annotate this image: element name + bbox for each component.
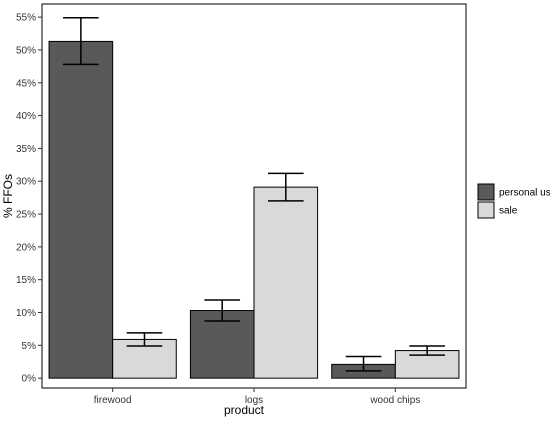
- legend: personal use sale: [477, 183, 550, 219]
- bar-personal-use-logs: [189, 310, 255, 379]
- y-tick-label: 35%: [16, 144, 36, 155]
- x-axis-title: product: [224, 403, 265, 417]
- bar-sale-firewood: [112, 338, 177, 379]
- x-axis: firewood logs wood chips: [94, 388, 420, 406]
- legend-label: sale: [499, 206, 518, 217]
- bar-sale-logs: [253, 186, 319, 379]
- y-tick-label: 5%: [22, 341, 37, 352]
- y-tick-label: 45%: [16, 78, 36, 89]
- y-axis: 0% 5% 10% 15% 20% 25% 30% 35% 40% 45% 50% 55%: [16, 13, 42, 385]
- legend-key-personal-use: [477, 183, 495, 201]
- y-tick-label: 40%: [16, 111, 36, 122]
- legend-label: personal use: [499, 188, 550, 199]
- y-tick-label: 0%: [22, 374, 37, 385]
- error-bars-layer: [63, 17, 445, 372]
- y-tick-label: 15%: [16, 275, 36, 286]
- y-tick-label: 10%: [16, 308, 36, 319]
- y-tick-label: 50%: [16, 45, 36, 56]
- x-tick-label: logs: [245, 395, 263, 406]
- legend-key-sale: [477, 201, 495, 219]
- bars-layer: [48, 40, 460, 379]
- y-tick-label: 20%: [16, 242, 36, 253]
- y-tick-label: 55%: [16, 13, 36, 24]
- y-tick-label: 25%: [16, 210, 36, 221]
- y-axis-title: % FFOs: [1, 174, 15, 218]
- y-tick-label: 30%: [16, 177, 36, 188]
- x-tick-label: wood chips: [369, 395, 420, 406]
- bar-personal-use-firewood: [48, 40, 114, 379]
- x-tick-label: firewood: [94, 395, 132, 406]
